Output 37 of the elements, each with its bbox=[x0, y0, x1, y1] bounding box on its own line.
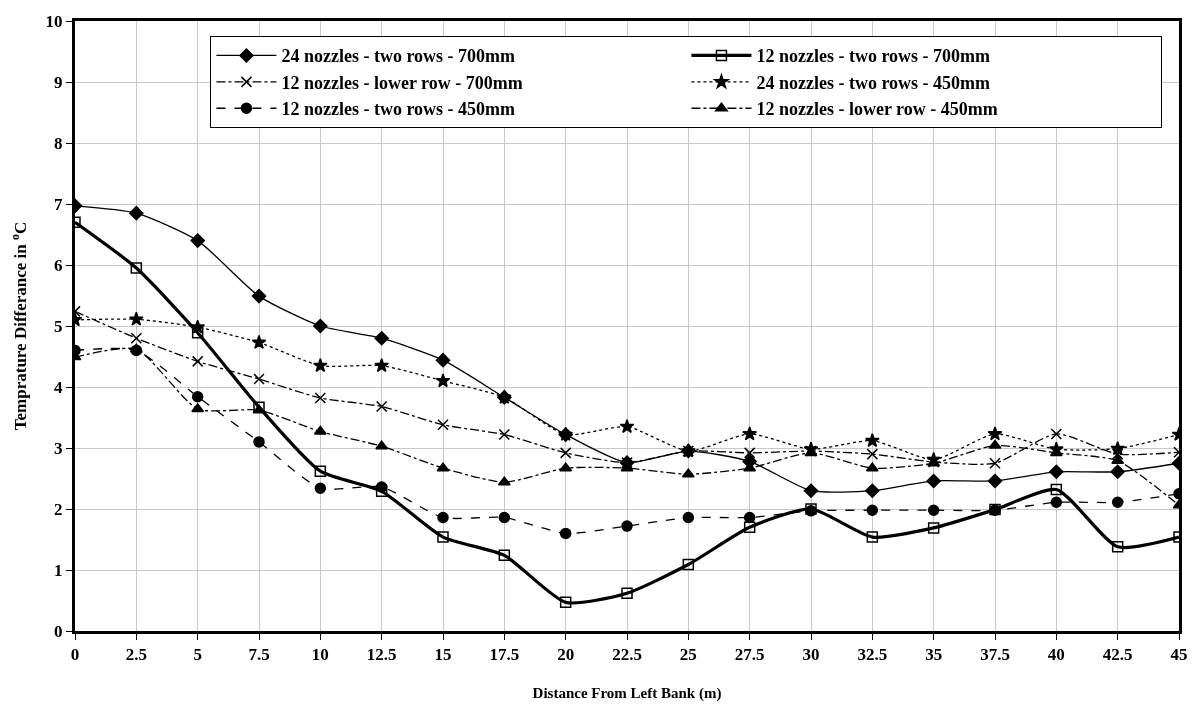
x-tick-label: 42.5 bbox=[1102, 645, 1133, 665]
x-tick-label: 45 bbox=[1170, 645, 1188, 665]
legend-label: 12 nozzles - two rows - 450mm bbox=[281, 99, 516, 120]
y-tick-label: 9 bbox=[54, 72, 63, 92]
y-tick-label: 8 bbox=[54, 133, 63, 153]
x-tick-label: 22.5 bbox=[612, 645, 642, 665]
x-tick-label: 35 bbox=[925, 645, 943, 665]
y-tick-label: 7 bbox=[54, 194, 64, 214]
x-tick-label: 12.5 bbox=[366, 645, 397, 665]
y-tick-label: 6 bbox=[54, 255, 63, 275]
y-tick-label: 1 bbox=[54, 560, 63, 580]
y-tick-label: 2 bbox=[54, 499, 63, 519]
legend-label: 12 nozzles - lower row - 700mm bbox=[281, 72, 523, 93]
x-tick-label: 20 bbox=[557, 645, 575, 665]
x-tick-label: 17.5 bbox=[489, 645, 520, 665]
y-tick-label: 10 bbox=[45, 11, 63, 31]
x-axis-title: Distance From Left Bank (m) bbox=[532, 685, 722, 703]
legend-label: 24 nozzles - two rows - 700mm bbox=[281, 46, 516, 67]
x-tick-label: 7.5 bbox=[248, 645, 270, 665]
y-tick-label: 3 bbox=[54, 438, 63, 458]
x-tick-label: 37.5 bbox=[980, 645, 1010, 665]
x-tick-label: 32.5 bbox=[857, 645, 888, 665]
x-tick-label: 10 bbox=[311, 645, 329, 665]
y-tick-label: 5 bbox=[54, 316, 63, 336]
y-tick-label: 0 bbox=[54, 621, 63, 641]
x-tick-label: 40 bbox=[1047, 645, 1065, 665]
x-tick-label: 30 bbox=[802, 645, 820, 665]
x-tick-label: 5 bbox=[193, 645, 202, 665]
x-tick-label: 27.5 bbox=[734, 645, 765, 665]
x-tick-label: 25 bbox=[679, 645, 697, 665]
x-tick-label: 15 bbox=[434, 645, 452, 665]
x-tick-label: 2.5 bbox=[125, 645, 147, 665]
legend-label: 12 nozzles - two rows - 700mm bbox=[756, 46, 991, 67]
y-tick-label: 4 bbox=[54, 377, 64, 397]
x-tick-label: 0 bbox=[70, 645, 80, 665]
legend-label: 24 nozzles - two rows - 450mm bbox=[756, 72, 991, 93]
legend-label: 12 nozzles - lower row - 450mm bbox=[756, 99, 998, 120]
